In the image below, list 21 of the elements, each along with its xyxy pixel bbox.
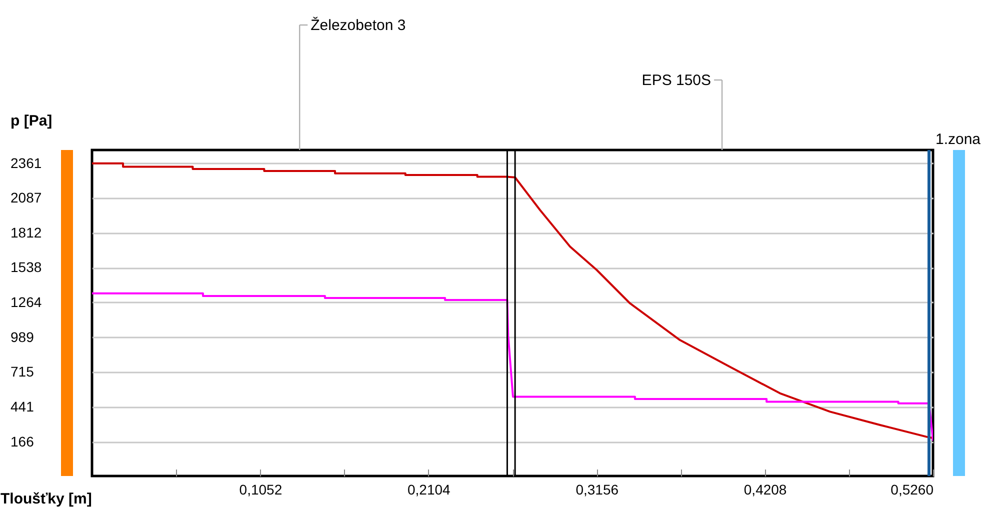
y-tick-label: 2361: [10, 154, 42, 171]
x-axis-title: Tloušťky [m]: [0, 490, 92, 508]
line-series: [92, 292, 933, 442]
y-tick-label: 166: [10, 433, 34, 450]
text: 1.zona: [935, 131, 982, 148]
y-tick-label: 441: [10, 398, 34, 414]
y-tick-label: 1812: [10, 224, 42, 240]
y-tick-label: 1538: [10, 259, 42, 276]
y-tick-label: 2087: [10, 190, 42, 206]
y-axis-title: p [Pa]: [10, 112, 52, 130]
x-tick-label: 0,3156: [576, 482, 619, 498]
y-tick-label: 1264: [10, 294, 42, 310]
y-tick-label: 715: [10, 364, 34, 380]
text: Železobeton 3: [310, 16, 406, 34]
x-tick-label: 0,4208: [744, 482, 787, 498]
text: EPS 150S: [642, 72, 712, 89]
x-tick-label: 0,1052: [239, 482, 282, 498]
x-tick-label: 0,2104: [407, 482, 451, 498]
x-tick-label: 0,5260: [890, 482, 934, 498]
line-series: [92, 162, 933, 440]
y-tick-label: 989: [10, 328, 34, 345]
